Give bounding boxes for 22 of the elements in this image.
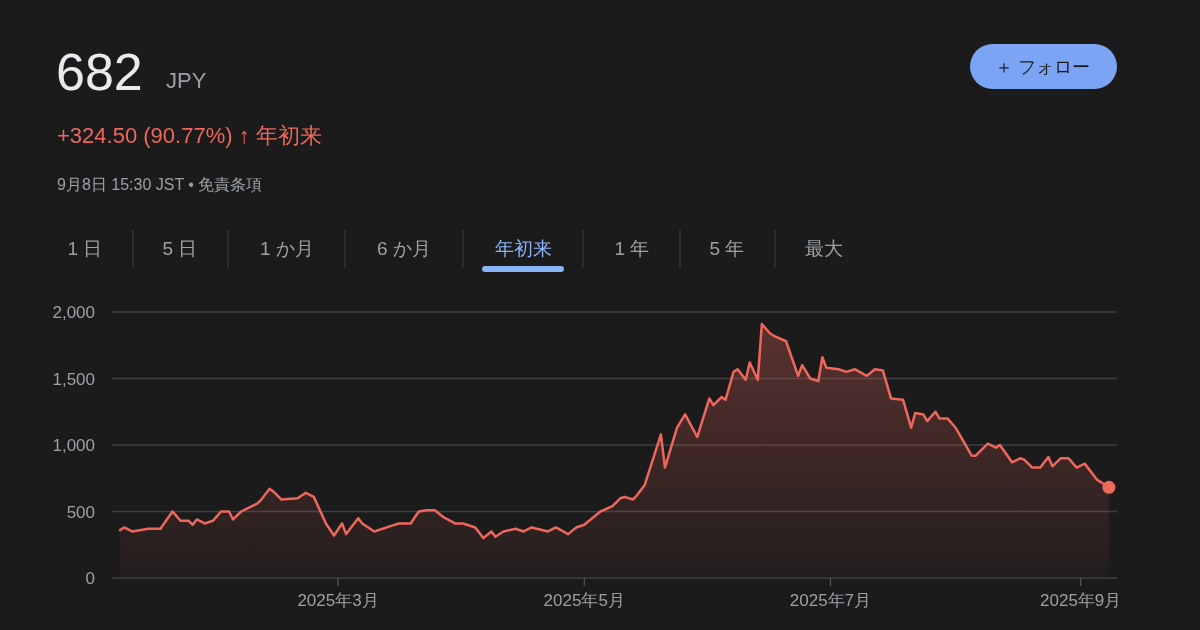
follow-button: ＋ フォロー	[970, 44, 1117, 89]
x-tick-label: 2025年3月	[297, 591, 379, 610]
text: 5 年	[709, 238, 745, 259]
text: 1 か月	[260, 238, 314, 259]
x-tick-label: 2025年5月	[543, 591, 625, 610]
y-tick-label: 0	[85, 569, 95, 588]
text: 6 か月	[377, 238, 431, 259]
text: 1 日	[67, 238, 103, 259]
text: 最大	[805, 238, 843, 259]
x-tick-label: 2025年7月	[789, 591, 872, 610]
text: JPY	[166, 68, 207, 93]
text: 5 日	[162, 238, 198, 259]
text: 年初来	[494, 238, 552, 259]
chart-subtitle: +324.50 (90.77%) ↑ 年初来	[57, 123, 322, 148]
y-tick-label: 1,500	[52, 369, 95, 389]
y-tick-label: 1,000	[52, 436, 95, 455]
chart-title: 682	[56, 43, 143, 101]
text: 9月8日 15:30 JST • 免責条項	[57, 176, 263, 193]
x-tick-label: 2025年9月	[1040, 591, 1122, 610]
y-tick-label: 2,000	[52, 303, 95, 322]
y-tick-label: 500	[66, 502, 95, 522]
text: 1 年	[614, 238, 650, 259]
